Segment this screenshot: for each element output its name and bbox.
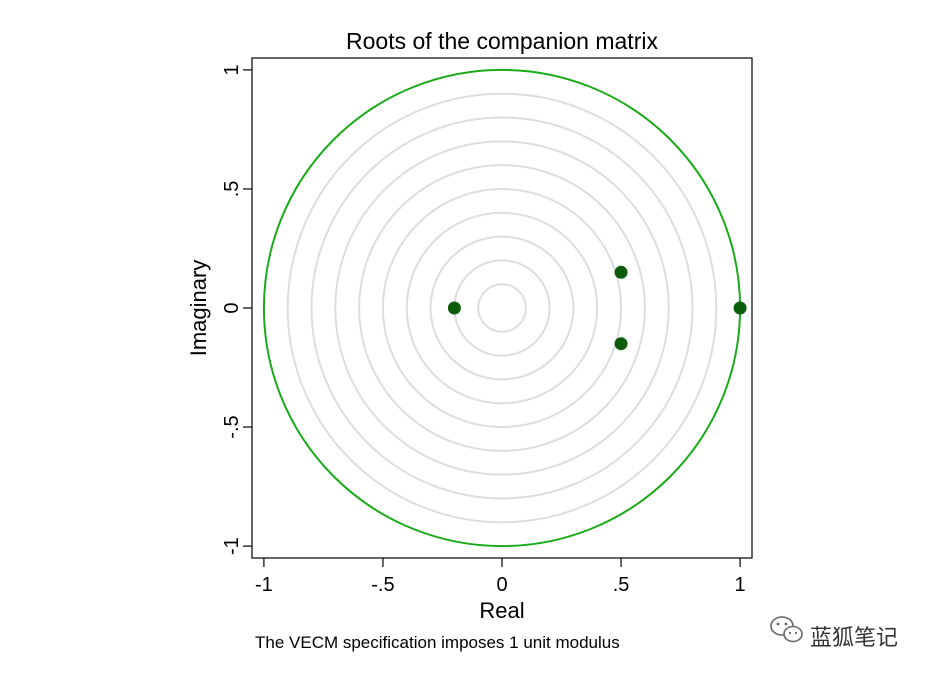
watermark-text: 蓝狐笔记 — [810, 625, 898, 650]
y-tick-label: -.5 — [221, 415, 243, 438]
reference-circle — [453, 259, 551, 357]
watermark: 蓝狐笔记 — [770, 616, 898, 650]
chart-note: The VECM specification imposes 1 unit mo… — [255, 633, 620, 652]
x-tick-label: -.5 — [371, 574, 394, 596]
x-axis-title: Real — [479, 598, 524, 623]
y-tick-label: 0 — [221, 302, 243, 313]
root-points — [447, 265, 747, 351]
reference-circle — [334, 140, 670, 476]
x-tick-label: 0 — [496, 574, 507, 596]
y-axis: -1 -.5 0 .5 1 — [221, 64, 252, 555]
wechat-icon — [770, 616, 803, 643]
reference-circle — [286, 92, 718, 524]
x-tick-label: 1 — [735, 574, 746, 596]
chart-title: Roots of the companion matrix — [346, 28, 658, 54]
root-point — [614, 337, 628, 351]
plot-frame — [251, 57, 753, 559]
x-tick-label: .5 — [613, 574, 630, 596]
root-point — [447, 301, 461, 315]
reference-circle — [381, 187, 623, 429]
y-tick-label: .5 — [221, 181, 243, 198]
y-axis-title: Imaginary — [186, 260, 211, 357]
reference-circle — [405, 211, 599, 405]
reference-circle — [310, 116, 694, 500]
root-point — [733, 301, 747, 315]
reference-circles — [286, 92, 718, 524]
x-axis: -1 -.5 0 .5 1 — [255, 558, 746, 596]
reference-circle — [358, 164, 646, 452]
y-tick-label: 1 — [221, 64, 243, 75]
reference-circle — [477, 283, 527, 333]
root-point — [614, 265, 628, 279]
reference-circle — [429, 235, 575, 381]
x-tick-label: -1 — [255, 574, 273, 596]
y-tick-label: -1 — [221, 537, 243, 555]
